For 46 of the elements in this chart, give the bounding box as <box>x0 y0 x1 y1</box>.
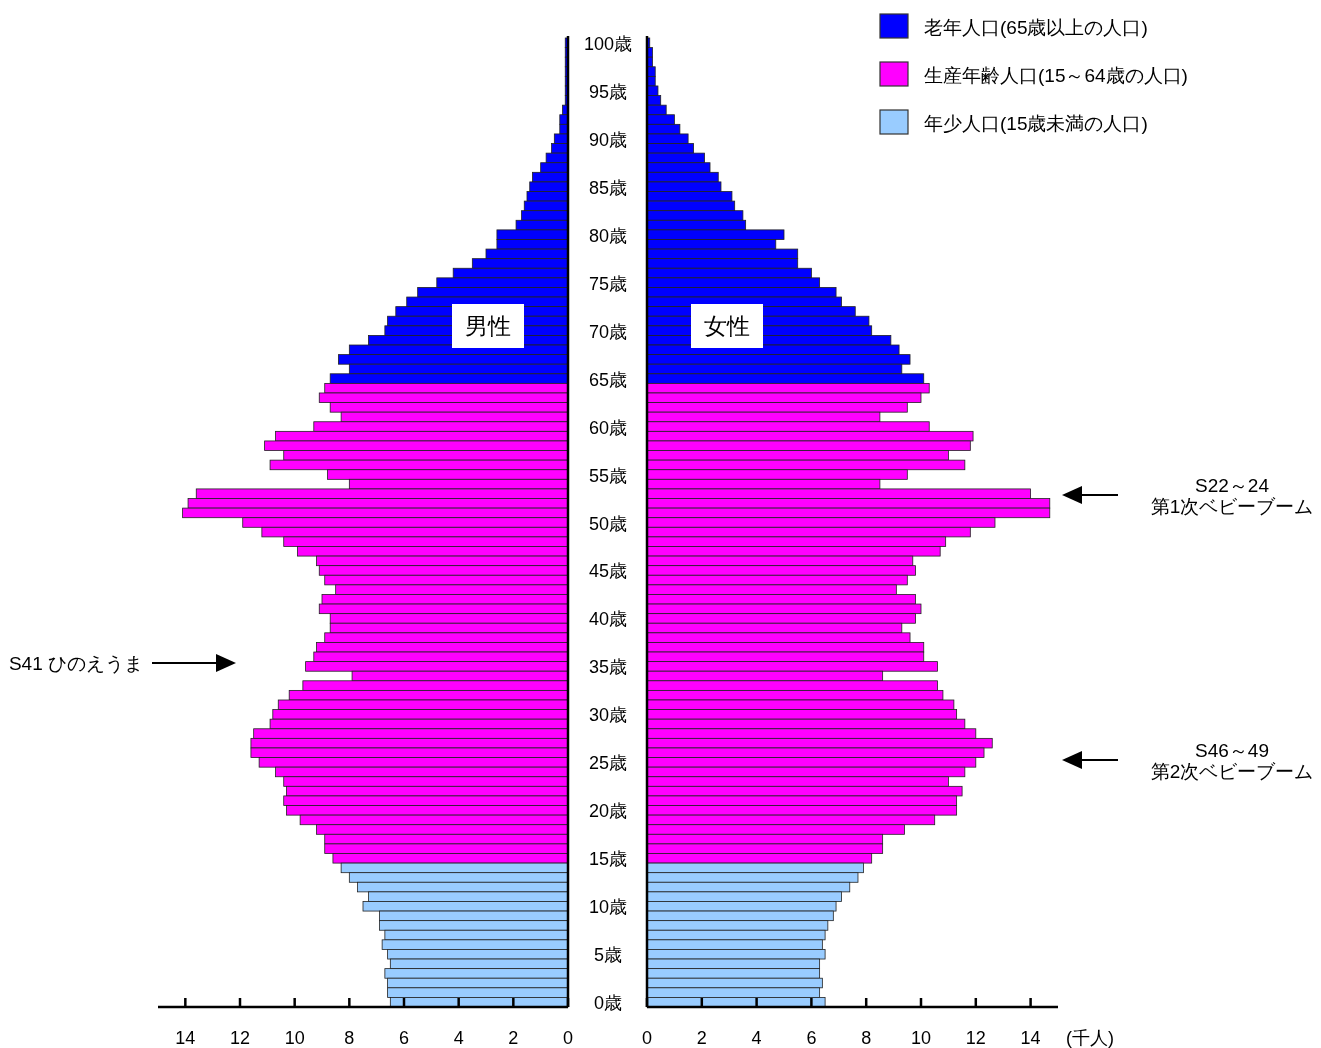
x-tick-label: 10 <box>910 1028 932 1048</box>
y-tick-label: 60歳 <box>588 417 628 438</box>
y-tick-label: 100歳 <box>583 33 633 54</box>
y-tick-label: 5歳 <box>593 945 623 966</box>
y-tick-label: 40歳 <box>588 609 628 630</box>
y-tick-label: 50歳 <box>588 513 628 534</box>
text: S41 ひのえうま <box>8 653 143 674</box>
x-tick-label: 14 <box>1020 1028 1041 1048</box>
x-tick-label: 12 <box>965 1028 986 1048</box>
y-tick-label: 95歳 <box>588 81 628 102</box>
y-tick-label: 10歳 <box>588 897 628 918</box>
y-tick-label: 90歳 <box>588 129 628 150</box>
x-tick-label: 2 <box>508 1028 519 1048</box>
y-tick-label: 20歳 <box>588 801 628 822</box>
legend-label: 生産年齢人口(15～64歳の人口) <box>924 65 1188 86</box>
text: S22～24 第1次ベビーブーム <box>1150 474 1314 517</box>
y-tick-label: 65歳 <box>588 369 628 390</box>
x-tick-label: 6 <box>806 1028 817 1048</box>
x-tick-label: 4 <box>453 1028 464 1048</box>
annotation: 女性 <box>704 313 750 339</box>
y-tick-label: 45歳 <box>588 561 628 582</box>
y-tick-label: 85歳 <box>588 177 628 198</box>
x-axis-title: (千人) <box>1066 1028 1114 1048</box>
text: S46～49 第2次ベビーブーム <box>1150 739 1314 782</box>
annotation: 男性 <box>465 313 511 339</box>
y-tick-label: 75歳 <box>588 273 628 294</box>
y-tick-label: 55歳 <box>588 465 628 486</box>
legend-label: 老年人口(65歳以上の人口) <box>924 17 1148 38</box>
y-tick-label: 70歳 <box>588 321 628 342</box>
x-tick-label: 8 <box>344 1028 355 1048</box>
x-tick-label: 2 <box>696 1028 707 1048</box>
x-tick-label: 0 <box>641 1028 653 1048</box>
y-tick-label: 35歳 <box>588 657 628 678</box>
y-tick-label: 25歳 <box>588 753 628 774</box>
y-tick-label: 30歳 <box>588 705 628 726</box>
x-tick-label: 0 <box>562 1028 574 1048</box>
y-tick-label: 0歳 <box>593 993 623 1014</box>
x-tick-label: 8 <box>861 1028 872 1048</box>
x-tick-label: 4 <box>751 1028 762 1048</box>
legend-label: 年少人口(15歳未満の人口) <box>924 113 1148 134</box>
x-tick-label: 12 <box>229 1028 251 1048</box>
y-tick-label: 15歳 <box>588 849 628 870</box>
x-tick-label: 14 <box>175 1028 196 1048</box>
y-tick-label: 80歳 <box>588 225 628 246</box>
x-tick-label: 10 <box>284 1028 305 1048</box>
x-tick-label: 6 <box>398 1028 410 1048</box>
